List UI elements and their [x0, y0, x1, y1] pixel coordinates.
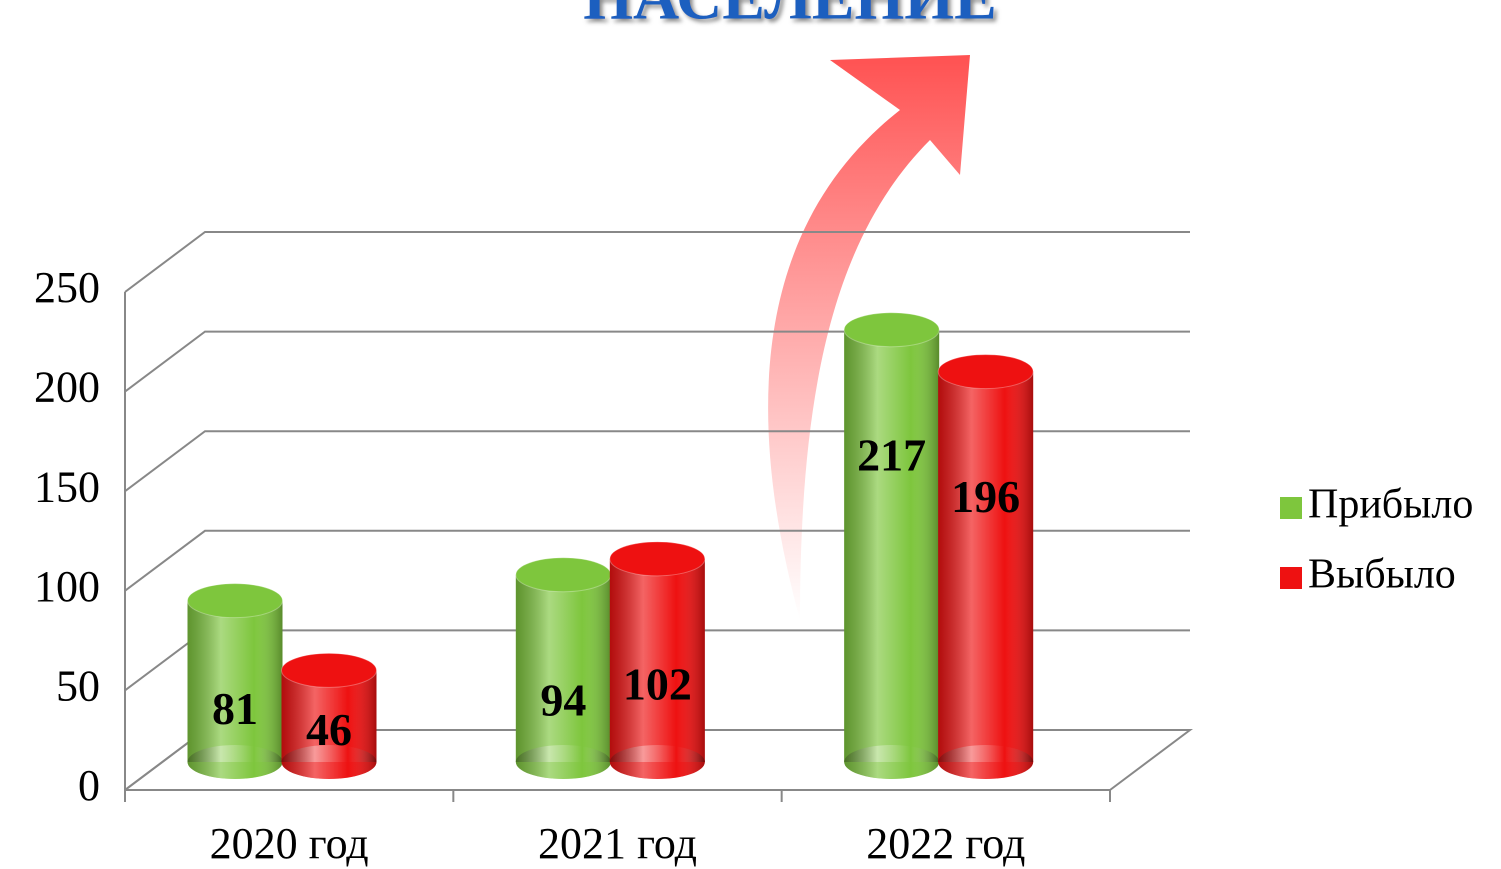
x-tick-label: 2020 год [210, 819, 369, 868]
y-tick-label: 0 [78, 761, 100, 810]
legend-swatch [1280, 567, 1302, 589]
y-tick-label: 150 [34, 462, 100, 511]
bar-top [843, 312, 940, 348]
legend-label: Выбыло [1308, 552, 1456, 598]
bar-top [609, 541, 706, 577]
grid-line [124, 231, 1190, 293]
y-tick-label: 250 [34, 263, 100, 312]
data-label: 217 [857, 429, 926, 480]
y-tick-label: 200 [34, 363, 100, 412]
bar-shade [938, 371, 1034, 762]
y-tick-label: 100 [34, 562, 100, 611]
x-tick-label: 2021 год [538, 819, 697, 868]
bar-top [281, 652, 377, 688]
bar-shade [515, 574, 611, 762]
chart-title: НАСЕЛЕНИЕ [583, 0, 997, 33]
data-label: 46 [306, 704, 352, 755]
data-label: 94 [540, 674, 586, 725]
y-tick-label: 50 [56, 661, 100, 710]
x-tick-label: 2022 год [866, 819, 1025, 868]
data-label: 102 [623, 658, 692, 709]
data-label: 81 [212, 683, 258, 734]
legend-swatch [1280, 497, 1302, 519]
decorative-arrow [768, 55, 970, 620]
bar-top [515, 557, 612, 593]
bar-shade [609, 558, 705, 762]
bar-shade [844, 329, 940, 762]
data-label: 196 [951, 471, 1020, 522]
bar-shade [187, 600, 283, 762]
legend-label: Прибыло [1308, 482, 1473, 528]
bar-top [937, 354, 1034, 390]
bar-top [187, 583, 283, 619]
